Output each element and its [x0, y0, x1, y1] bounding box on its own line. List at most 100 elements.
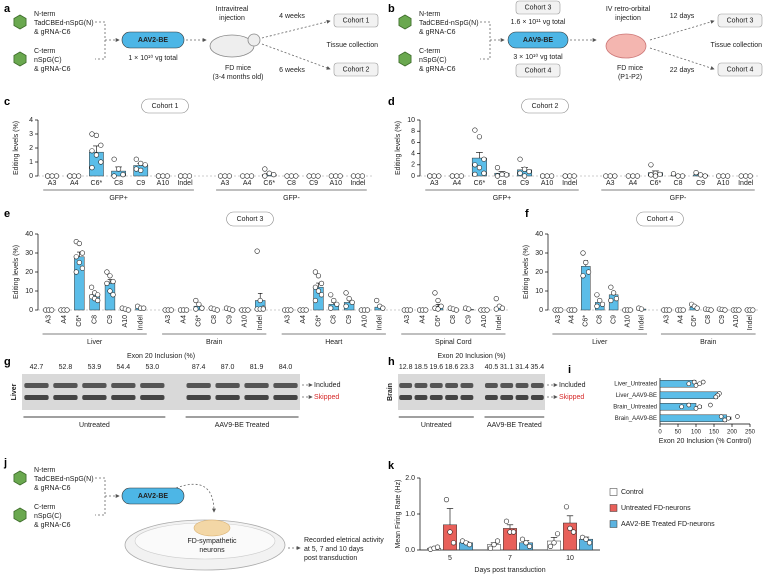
label-text: 52.8 [59, 364, 73, 371]
data-point [248, 173, 255, 179]
data-point [666, 307, 672, 313]
bar [659, 391, 718, 399]
data-point [303, 307, 309, 313]
data-point [627, 307, 633, 313]
label-text: (3-4 months old) [213, 74, 264, 81]
data-point [93, 132, 100, 138]
label-text: A10 [330, 180, 343, 187]
data-point [694, 305, 700, 311]
data-point [670, 171, 677, 177]
data-point [288, 173, 295, 179]
data-point [572, 307, 578, 313]
x-tick-label: C8 [705, 315, 712, 324]
label-text: Control [621, 489, 644, 496]
label-text: 31.1 [500, 364, 514, 371]
label-text: Cohort 1 [343, 17, 370, 24]
label-text: & gRNA-C6 [34, 522, 71, 529]
data-point [182, 173, 188, 179]
data-point [79, 250, 85, 256]
band-skipped [399, 395, 413, 400]
data-point [76, 259, 82, 266]
data-point [138, 160, 144, 166]
label-text: 12 days [670, 13, 695, 20]
label-text: 42.7 [30, 364, 44, 371]
data-point [71, 173, 77, 179]
data-point [98, 142, 104, 148]
data-point [245, 307, 251, 313]
label-text: 1 × 10¹⁰ vg total [128, 54, 178, 62]
x-tick-label: A10 [481, 315, 488, 328]
x-tick-label: A10 [122, 315, 129, 328]
data-point [168, 307, 174, 313]
data-point [435, 306, 441, 312]
label-text: Indel [177, 180, 193, 187]
virus-icon [13, 51, 27, 67]
label-text: C6* [650, 180, 662, 187]
data-point [597, 297, 603, 304]
arrow [649, 20, 715, 41]
label-text: 35.4 [531, 364, 545, 371]
label-text: C9 [696, 180, 705, 187]
data-point [266, 170, 272, 176]
data-point [608, 284, 614, 290]
label-text: 18.6 [445, 364, 459, 371]
data-point [380, 305, 386, 311]
label-text: & gRNA-C6 [34, 29, 71, 36]
data-point [697, 404, 702, 410]
label-text: N-term [34, 11, 56, 18]
data-point [697, 381, 702, 387]
virus-icon [398, 14, 412, 30]
data-point [702, 173, 708, 179]
label-text: nSpG(C) [34, 57, 62, 64]
label-text: a [4, 3, 11, 15]
label-text: C8 [114, 180, 123, 187]
band-included [82, 383, 107, 388]
box [121, 487, 185, 505]
y-axis-label: Editing levels (%) [523, 245, 530, 299]
data-point [571, 173, 577, 179]
label-text: b [388, 3, 395, 15]
data-point [271, 172, 277, 178]
data-point [432, 290, 438, 296]
tissue-label: Liver [11, 383, 18, 400]
data-point [563, 504, 570, 510]
data-point [697, 172, 704, 178]
data-point [104, 280, 110, 287]
data-point [328, 292, 334, 298]
x-tick-label: C6* [691, 315, 698, 327]
x-tick-label: C6* [196, 315, 203, 327]
x-tick-label: A10 [361, 315, 368, 328]
data-point [567, 173, 573, 179]
label-text: GFP- [283, 195, 300, 202]
bar [659, 414, 727, 422]
data-point [453, 307, 460, 313]
label-text: at 5, 7 and 10 days [304, 546, 364, 553]
data-point [708, 307, 714, 313]
label-text: d [388, 96, 395, 108]
data-point [580, 250, 586, 256]
data-point [693, 406, 699, 411]
arrow [175, 483, 216, 513]
label-text: AAV2-BE [138, 493, 169, 500]
band-skipped [530, 395, 544, 400]
label-text: C8 [674, 180, 683, 187]
label-text: C6* [263, 180, 275, 187]
data-point [713, 394, 719, 400]
data-point [89, 148, 95, 154]
x-tick-label: C8 [211, 315, 218, 324]
data-point [519, 536, 526, 542]
label-text: C9 [136, 180, 145, 187]
x-tick-label: C6* [435, 315, 442, 327]
data-point [726, 415, 731, 421]
label-text: Cohort 4 [525, 67, 552, 74]
y-tick-label: 10 [407, 117, 415, 124]
label-text: AAV2-BE Treated FD-neurons [621, 521, 715, 528]
data-point [318, 292, 325, 298]
data-point [355, 173, 361, 179]
x-tick-label: A4 [569, 315, 576, 324]
legend-swatch [609, 488, 618, 496]
label-text: GFP- [670, 195, 687, 202]
data-point [521, 166, 528, 172]
